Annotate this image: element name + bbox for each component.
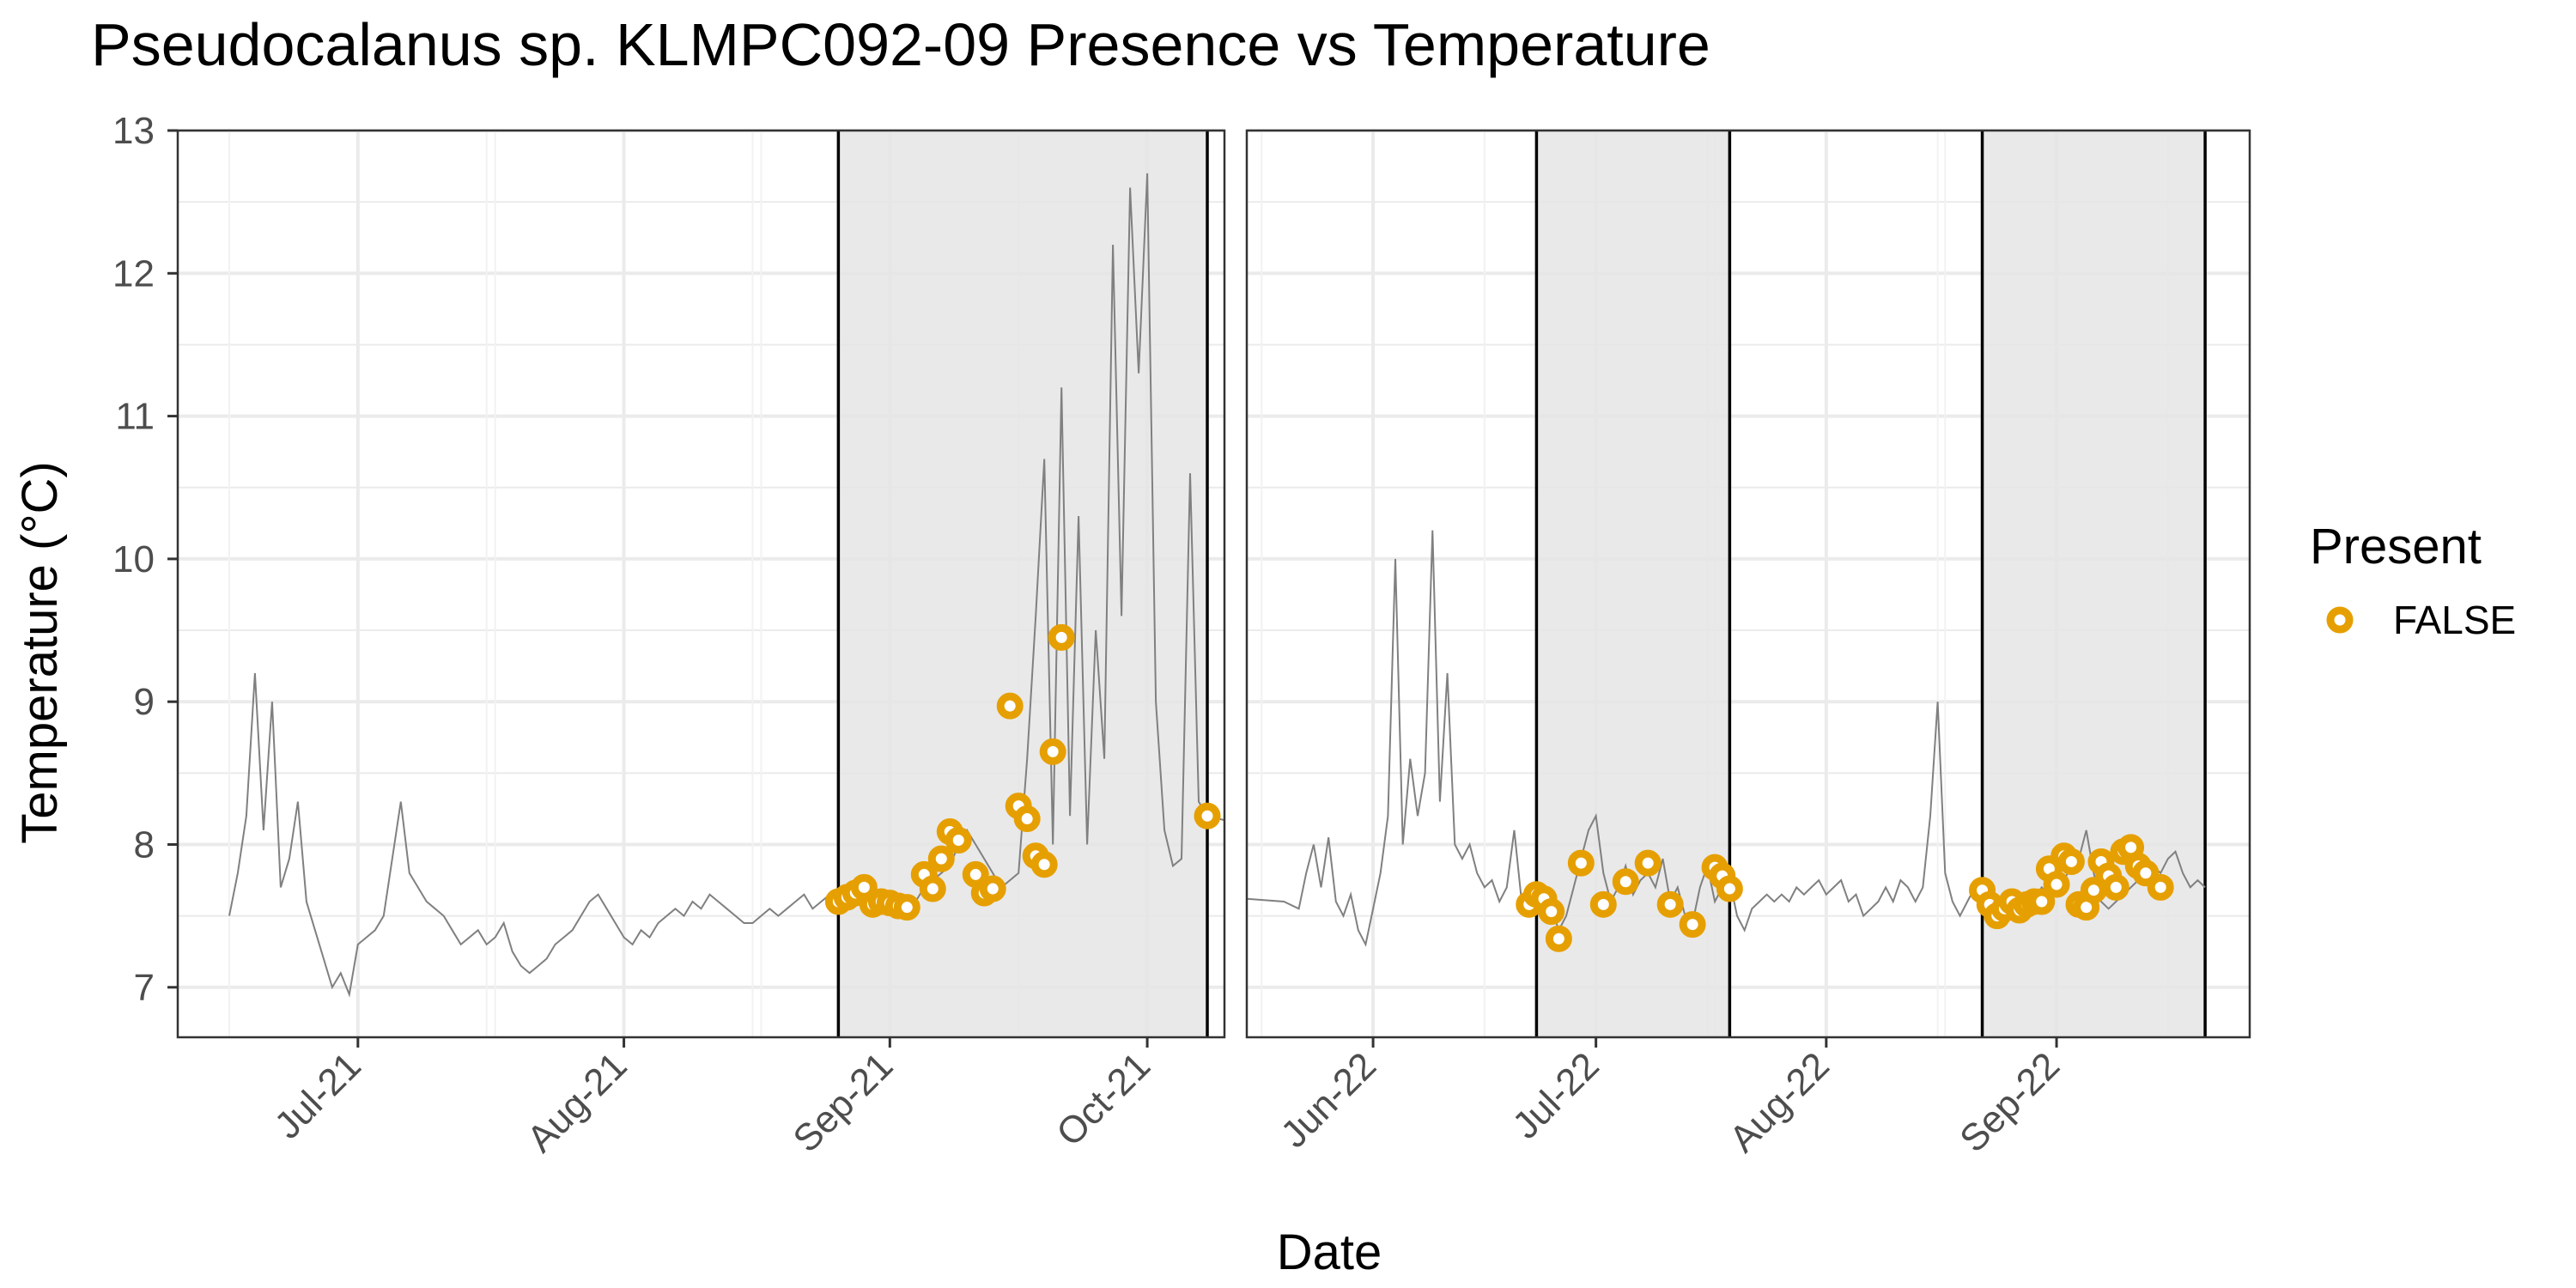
presence-point — [1716, 875, 1743, 902]
presence-point — [1538, 898, 1565, 926]
y-tick-label: 7 — [134, 967, 155, 1009]
legend-label-false: FALSE — [2393, 598, 2516, 642]
presence-point — [893, 894, 920, 921]
presence-point — [1039, 738, 1066, 765]
presence-point — [979, 875, 1006, 902]
presence-point — [2147, 873, 2174, 901]
presence-point — [1634, 849, 1662, 877]
presence-point — [1048, 623, 1075, 651]
x-axis-title: Date — [1277, 1224, 1382, 1280]
legend: Present FALSE — [2310, 519, 2516, 642]
presence-point — [2102, 873, 2129, 901]
panel-1: Jul-21 Aug-21 Sep-21 Oct-21 — [176, 129, 1226, 1160]
presence-point — [996, 692, 1024, 720]
presence-point — [2057, 848, 2085, 875]
presence-point — [945, 827, 972, 854]
y-tick-label: 12 — [112, 252, 155, 295]
temperature-line — [228, 173, 1224, 998]
presence-point — [1013, 805, 1041, 833]
presence-point — [1567, 849, 1595, 877]
presence-point — [1612, 868, 1639, 896]
legend-title: Present — [2310, 519, 2482, 574]
legend-key-false — [2326, 606, 2354, 634]
shaded-window — [1536, 131, 1730, 1037]
y-tick-label: 11 — [115, 396, 155, 438]
presence-point — [1030, 851, 1058, 878]
panel-border — [1245, 129, 2251, 1039]
panels-group: 7 8 9 10 11 12 13 Jul-21 Aug-21 Sep-21 Oct-21 Jun-2… — [112, 110, 2251, 1160]
y-tick-label: 13 — [112, 110, 155, 152]
presence-point — [919, 875, 946, 902]
presence-point — [2043, 871, 2070, 898]
y-axis-title: Temperature (°C) — [12, 461, 68, 843]
presence-point — [1656, 890, 1684, 918]
panel-2: Jun-22 Jul-22 Aug-22 Sep-22 — [1245, 129, 2251, 1160]
shaded-window — [838, 131, 1208, 1037]
y-tick-label: 10 — [112, 538, 155, 580]
y-tick-label: 8 — [134, 823, 155, 866]
chart-title: Pseudocalanus sp. KLMPC092-09 Presence v… — [91, 11, 1710, 78]
presence-point — [927, 845, 955, 872]
panel-border — [176, 129, 1226, 1039]
presence-point — [1545, 925, 1572, 952]
presence-point — [1679, 911, 1706, 939]
presence-point — [1194, 802, 1221, 829]
presence-point — [2028, 888, 2056, 915]
y-tick-label: 9 — [134, 681, 155, 723]
presence-point — [2132, 860, 2160, 887]
presence-point — [1589, 890, 1617, 918]
